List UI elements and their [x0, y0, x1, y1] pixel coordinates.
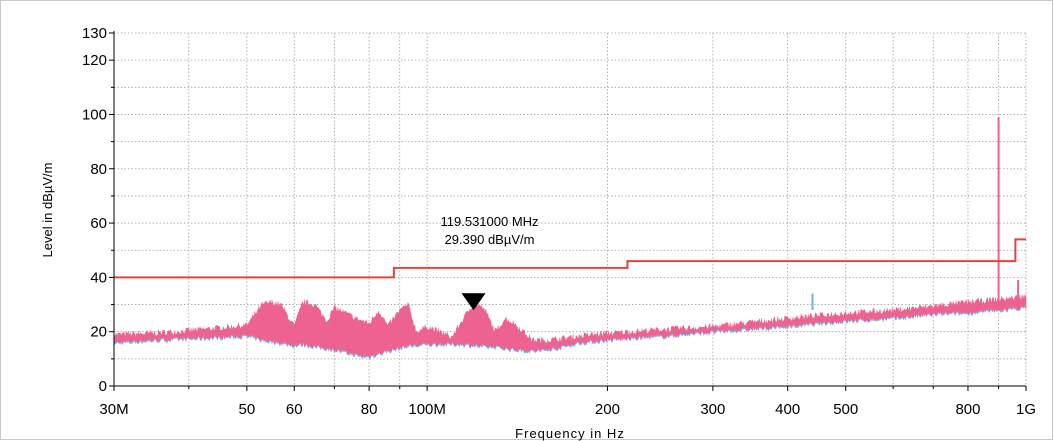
- x-tick-label: 300: [700, 401, 725, 418]
- x-tick-label: 60: [286, 401, 303, 418]
- x-tick-label: 50: [239, 401, 256, 418]
- x-tick-label: 400: [775, 401, 800, 418]
- x-axis-label: Frequency in Hz: [515, 426, 625, 441]
- axes: [109, 31, 1027, 391]
- x-tick-label: 1G: [1016, 401, 1036, 418]
- y-tick-label: 120: [82, 52, 107, 69]
- limit-line: [114, 238, 1026, 279]
- x-tick-label: 800: [955, 401, 980, 418]
- y-tick-label: 40: [90, 269, 107, 286]
- marker-level-label: 29.390 dBµV/m: [445, 232, 535, 247]
- series-layer: [113, 117, 1027, 360]
- y-axis-label: Level in dBµV/m: [40, 163, 55, 258]
- y-tick-label: 20: [90, 324, 107, 341]
- x-tick-label: 100M: [408, 401, 446, 418]
- x-tick-label: 200: [595, 401, 620, 418]
- x-tick-label: 30M: [99, 401, 128, 418]
- tick-labels: 0 20 40 60 80 100 120 130 30M 50 60 80 100M 200 300 400…: [82, 25, 1036, 418]
- marker-layer: [461, 293, 486, 311]
- y-tick-label: 0: [99, 378, 107, 395]
- x-tick-label: 500: [833, 401, 858, 418]
- x-tick-label: 80: [361, 401, 378, 418]
- y-tick-label: 80: [90, 161, 107, 178]
- marker-triangle: [461, 293, 486, 311]
- marker-frequency-label: 119.531000 MHz: [441, 214, 539, 229]
- y-tick-label: 60: [90, 215, 107, 232]
- y-tick-label: 130: [82, 25, 107, 42]
- y-tick-label: 100: [82, 106, 107, 123]
